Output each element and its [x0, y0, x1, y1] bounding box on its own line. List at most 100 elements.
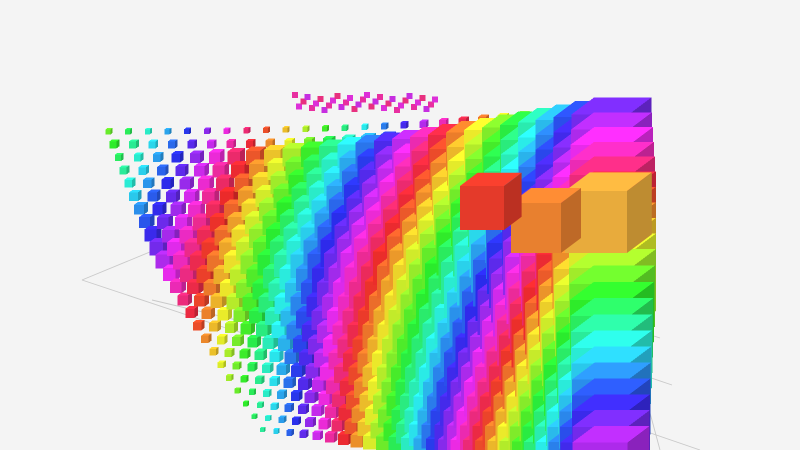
- cube-front-face: [251, 414, 256, 420]
- cube-side-face: [132, 177, 136, 188]
- cube-front-face: [262, 128, 268, 134]
- voxel-cube: [400, 120, 409, 129]
- cube-top-face: [226, 139, 237, 142]
- cube-front-face: [186, 282, 199, 295]
- voxel-cube: [283, 376, 297, 388]
- cube-side-face: [187, 213, 193, 230]
- cube-front-face: [325, 380, 340, 394]
- cube-side-face: [246, 374, 249, 383]
- cube-front-face: [302, 127, 308, 133]
- cube-front-face: [185, 308, 195, 318]
- cube-side-face: [248, 127, 251, 134]
- cube-top-face: [194, 162, 209, 167]
- cube-top-face: [193, 319, 205, 323]
- orange-cube-cluster: [511, 188, 581, 253]
- top-scatter-marker: [317, 95, 324, 102]
- cube-side-face: [406, 120, 409, 129]
- cube-front-face: [161, 179, 171, 189]
- top-scatter-marker: [304, 93, 311, 100]
- cube-top-face: [164, 127, 172, 130]
- cube-front-face: [144, 129, 150, 135]
- cube-side-face: [217, 320, 222, 332]
- cube-side-face: [314, 390, 319, 403]
- cube-side-face: [201, 319, 205, 331]
- cube-side-face: [239, 387, 242, 394]
- cube-front-face: [212, 165, 225, 178]
- voxel-cube: [276, 362, 290, 375]
- top-scatter-marker: [330, 97, 337, 104]
- cube-top-face: [245, 146, 266, 151]
- cube-top-face: [569, 281, 655, 300]
- cube-top-face: [569, 156, 655, 175]
- cube-top-face: [242, 400, 250, 402]
- cube-side-face: [366, 123, 369, 131]
- voxel-cube: [217, 360, 226, 369]
- voxel-cube: [206, 139, 217, 149]
- cube-front-face: [305, 366, 318, 379]
- cube-side-face: [215, 347, 219, 356]
- cube-front-face: [290, 392, 300, 401]
- cube-side-face: [231, 373, 234, 381]
- top-scatter-marker: [313, 100, 320, 107]
- cube-side-face: [140, 152, 144, 162]
- cube-side-face: [255, 413, 258, 420]
- voxel-cube: [247, 334, 261, 348]
- cube-front-face: [224, 349, 232, 357]
- cube-front-face: [193, 322, 202, 331]
- cube-front-face: [179, 268, 193, 282]
- cube-side-face: [168, 214, 174, 229]
- top-scatter-marker: [402, 97, 409, 104]
- cube-top-face: [273, 427, 280, 430]
- cube-top-face: [144, 225, 162, 230]
- voxel-cube: [224, 320, 238, 334]
- cube-top-face: [299, 429, 309, 432]
- cube-side-face: [277, 427, 280, 434]
- voxel-cube: [157, 214, 174, 229]
- cube-side-face: [174, 139, 178, 149]
- voxel-cube: [232, 361, 242, 370]
- cube-front-face: [262, 338, 274, 350]
- cube-top-face: [400, 120, 409, 123]
- cube-side-face: [200, 201, 206, 217]
- cube-side-face: [223, 360, 226, 369]
- cube-front-face: [283, 378, 293, 388]
- cube-side-face: [386, 122, 389, 130]
- cube-top-face: [216, 174, 235, 179]
- cube-front-face: [269, 378, 278, 386]
- cube-side-face: [327, 417, 332, 430]
- cube-side-face: [228, 174, 235, 192]
- cube-front-face: [226, 296, 240, 310]
- voxel-cube: [572, 425, 650, 450]
- cube-front-face: [325, 433, 335, 443]
- voxel-cube: [201, 306, 215, 320]
- cube-side-face: [155, 139, 159, 149]
- cube-side-face: [156, 189, 161, 202]
- cube-front-face: [332, 394, 346, 408]
- cube-side-face: [261, 375, 265, 385]
- cube-side-face: [269, 414, 272, 421]
- cube-top-face: [119, 165, 130, 168]
- cube-side-face: [213, 139, 217, 149]
- cube-side-face: [301, 362, 307, 377]
- cube-front-face: [208, 152, 221, 164]
- cube-top-face: [105, 128, 113, 130]
- cube-side-face: [240, 334, 245, 346]
- cube-front-face: [242, 401, 248, 407]
- cube-front-face: [109, 141, 117, 149]
- cube-front-face: [265, 140, 273, 148]
- cube-side-face: [307, 125, 310, 133]
- cube-front-face: [152, 154, 161, 162]
- voxel-cube: [265, 414, 272, 421]
- cube-side-face: [233, 139, 237, 149]
- top-scatter-marker: [334, 92, 341, 99]
- cube-front-face: [264, 311, 279, 326]
- voxel-cube: [208, 149, 225, 164]
- cube-front-face: [271, 324, 285, 338]
- cube-front-face: [278, 417, 285, 423]
- voxel-cube: [254, 348, 268, 361]
- cube-top-face: [152, 152, 164, 155]
- voxel-cube: [243, 127, 251, 134]
- cube-front-face: [297, 379, 309, 390]
- cube-top-face: [157, 164, 169, 168]
- cube-top-face: [458, 116, 469, 119]
